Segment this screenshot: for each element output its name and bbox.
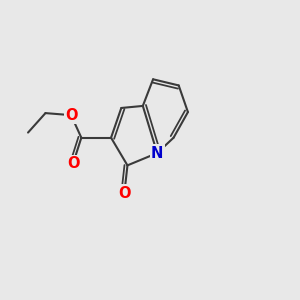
Text: O: O	[118, 185, 130, 200]
Text: O: O	[65, 108, 77, 123]
Text: O: O	[67, 156, 80, 171]
Text: N: N	[151, 146, 164, 160]
